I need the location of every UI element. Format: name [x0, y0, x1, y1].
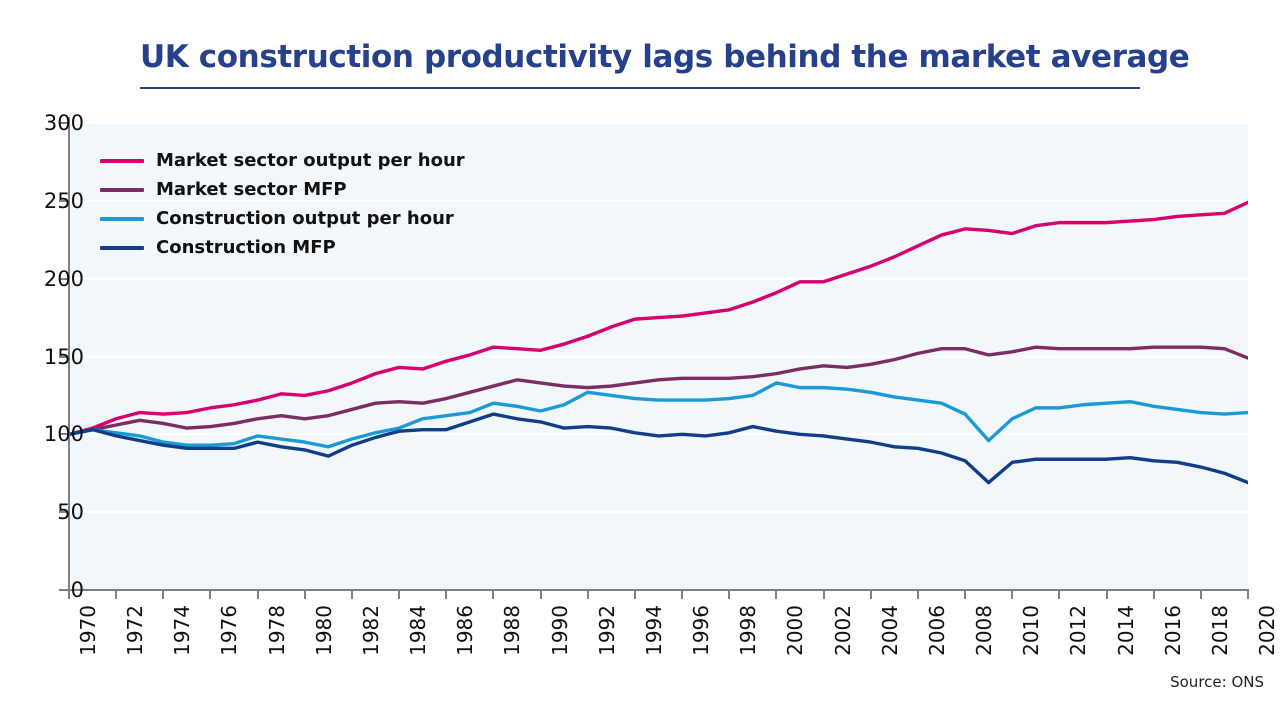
y-tick-label: 250	[43, 188, 84, 213]
x-tick-mark	[728, 590, 731, 599]
y-tick-label: 150	[43, 344, 84, 369]
y-tick-label: 200	[43, 266, 84, 291]
y-tick-mark	[59, 355, 69, 358]
x-tick-mark	[822, 590, 825, 599]
x-axis-line	[60, 589, 1249, 591]
x-tick-mark	[350, 590, 353, 599]
title-block: UK construction productivity lags behind…	[140, 39, 1190, 89]
legend-line-icon	[100, 187, 144, 192]
x-tick-label: 2016	[1160, 605, 1185, 656]
y-tick-mark	[59, 199, 69, 202]
legend-item-label: Construction output per hour	[156, 208, 454, 229]
legend-item[interactable]: Construction output per hour	[100, 204, 465, 233]
x-tick-label: 1998	[736, 605, 761, 656]
x-tick-mark	[1152, 590, 1155, 599]
x-tick-label: 1988	[500, 605, 525, 656]
title-divider	[140, 87, 1140, 89]
x-tick-label: 2012	[1066, 605, 1091, 656]
x-tick-mark	[775, 590, 778, 599]
x-tick-mark	[1105, 590, 1108, 599]
x-tick-label: 2004	[877, 605, 902, 656]
x-tick-label: 2018	[1207, 605, 1232, 656]
series-line-2	[69, 345, 1248, 437]
series-line-4	[69, 412, 1248, 485]
y-tick-mark	[59, 277, 69, 280]
x-tick-mark	[1011, 590, 1014, 599]
legend-line-icon	[100, 158, 144, 163]
y-tick-mark	[59, 589, 69, 591]
series-line-3	[69, 381, 1248, 449]
legend-item-label: Construction MFP	[156, 237, 336, 258]
source-note: Source: ONS	[1170, 673, 1264, 691]
x-tick-label: 1990	[547, 605, 572, 656]
x-tick-label: 1980	[311, 605, 336, 656]
x-tick-label: 1982	[358, 605, 383, 656]
x-tick-label: 1974	[170, 605, 195, 656]
y-tick-mark	[59, 511, 69, 514]
legend-item[interactable]: Construction MFP	[100, 233, 465, 262]
x-tick-mark	[916, 590, 919, 599]
chart-legend: Market sector output per hour Market sect…	[100, 146, 465, 262]
x-tick-mark	[256, 590, 259, 599]
x-tick-label: 2002	[830, 605, 855, 656]
x-tick-label: 1970	[76, 605, 100, 656]
x-tick-mark	[681, 590, 684, 599]
x-tick-label: 1972	[123, 605, 148, 656]
x-tick-mark	[633, 590, 636, 599]
line-chart-canvas	[69, 123, 1248, 514]
series-line-1	[69, 200, 1248, 437]
x-tick-label: 1978	[264, 605, 289, 656]
x-tick-mark	[1199, 590, 1202, 599]
x-tick-mark	[539, 590, 542, 599]
x-tick-mark	[586, 590, 589, 599]
y-tick-label: 100	[43, 422, 84, 447]
legend-line-icon	[100, 216, 144, 221]
x-tick-label: 1984	[406, 605, 431, 656]
legend-item[interactable]: Market sector MFP	[100, 175, 465, 204]
x-tick-label: 1976	[217, 605, 242, 656]
x-tick-label: 2014	[1113, 605, 1138, 656]
x-tick-mark	[303, 590, 306, 599]
x-tick-label: 1994	[641, 605, 666, 656]
x-tick-mark	[162, 590, 165, 599]
legend-item-label: Market sector MFP	[156, 179, 347, 200]
legend-item-label: Market sector output per hour	[156, 150, 465, 171]
x-tick-mark	[869, 590, 872, 599]
legend-line-icon	[100, 245, 144, 250]
x-tick-mark	[68, 590, 70, 599]
x-tick-label: 2008	[972, 605, 997, 656]
x-tick-mark	[1247, 590, 1249, 599]
x-tick-label: 2000	[783, 605, 808, 656]
y-tick-label: 300	[43, 111, 84, 135]
plot-area	[69, 123, 1248, 590]
chart-title: UK construction productivity lags behind…	[140, 39, 1190, 75]
x-tick-mark	[209, 590, 212, 599]
x-tick-label: 2020	[1255, 605, 1279, 656]
x-tick-label: 2006	[924, 605, 949, 656]
y-tick-label: 0	[70, 578, 84, 602]
x-tick-label: 2010	[1019, 605, 1044, 656]
x-tick-mark	[115, 590, 118, 599]
y-tick-label: 50	[57, 500, 84, 525]
x-tick-label: 1986	[453, 605, 478, 656]
y-axis-line	[68, 117, 70, 596]
x-tick-mark	[492, 590, 495, 599]
x-tick-mark	[1058, 590, 1061, 599]
x-tick-mark	[964, 590, 967, 599]
x-tick-label: 1992	[594, 605, 619, 656]
x-tick-mark	[445, 590, 448, 599]
x-tick-mark	[398, 590, 401, 599]
y-tick-mark	[59, 433, 69, 436]
y-tick-mark	[59, 122, 69, 124]
x-tick-label: 1996	[689, 605, 714, 656]
legend-item[interactable]: Market sector output per hour	[100, 146, 465, 175]
